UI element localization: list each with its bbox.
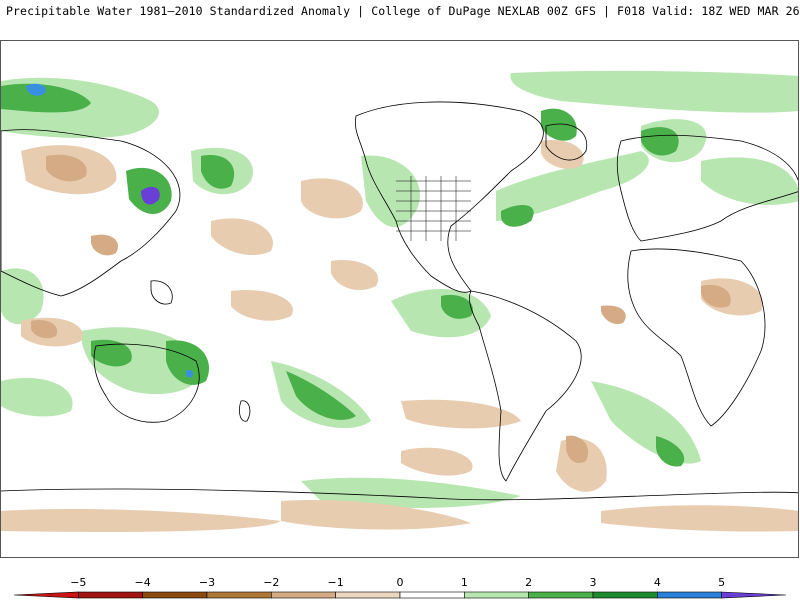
map-title: Precipitable Water 1981–2010 Standardize…	[6, 4, 800, 18]
colorbar-bin	[721, 591, 787, 599]
colorbar-bin	[592, 591, 658, 599]
colorbar-tick-label: −5	[70, 576, 87, 589]
negative-anomaly-areas	[1, 140, 798, 532]
colorbar-bin	[78, 591, 143, 599]
colorbar-bin	[271, 591, 336, 599]
colorbar-bin	[142, 591, 208, 599]
colorbar-bin	[528, 591, 594, 599]
colorbar-tick-label: 2	[525, 576, 533, 589]
colorbar-bin	[464, 591, 529, 599]
colorbar-graphic	[13, 591, 787, 599]
state-boundaries	[396, 176, 471, 241]
colorbar-bin	[335, 591, 401, 599]
colorbar-tick-label: −1	[327, 576, 344, 589]
colorbar-tick-label: −4	[134, 576, 151, 589]
colorbar-bin	[206, 591, 272, 599]
positive-anomaly-areas	[1, 70, 798, 508]
colorbar-tick-label: −2	[263, 576, 280, 589]
colorbar-tick-label: −3	[198, 576, 216, 589]
map-panel	[0, 40, 799, 558]
colorbar-tick-label: 3	[589, 576, 597, 589]
colorbar-tick-label: 5	[718, 576, 726, 589]
colorbar-bin	[399, 591, 465, 599]
colorbar-tick-label: 4	[653, 576, 661, 589]
coastline-outlines	[1, 101, 798, 501]
very-strong-positive-areas	[26, 83, 194, 378]
anomaly-map	[1, 70, 798, 532]
strong-negative-anomaly-areas	[31, 154, 731, 464]
colorbar-bin	[657, 591, 722, 599]
colorbar-tick-label: 0	[396, 576, 404, 589]
colorbar	[0, 570, 800, 600]
colorbar-bin	[13, 591, 79, 599]
colorbar-tick-label: 1	[460, 576, 468, 589]
strong-positive-anomaly-areas	[1, 83, 685, 467]
